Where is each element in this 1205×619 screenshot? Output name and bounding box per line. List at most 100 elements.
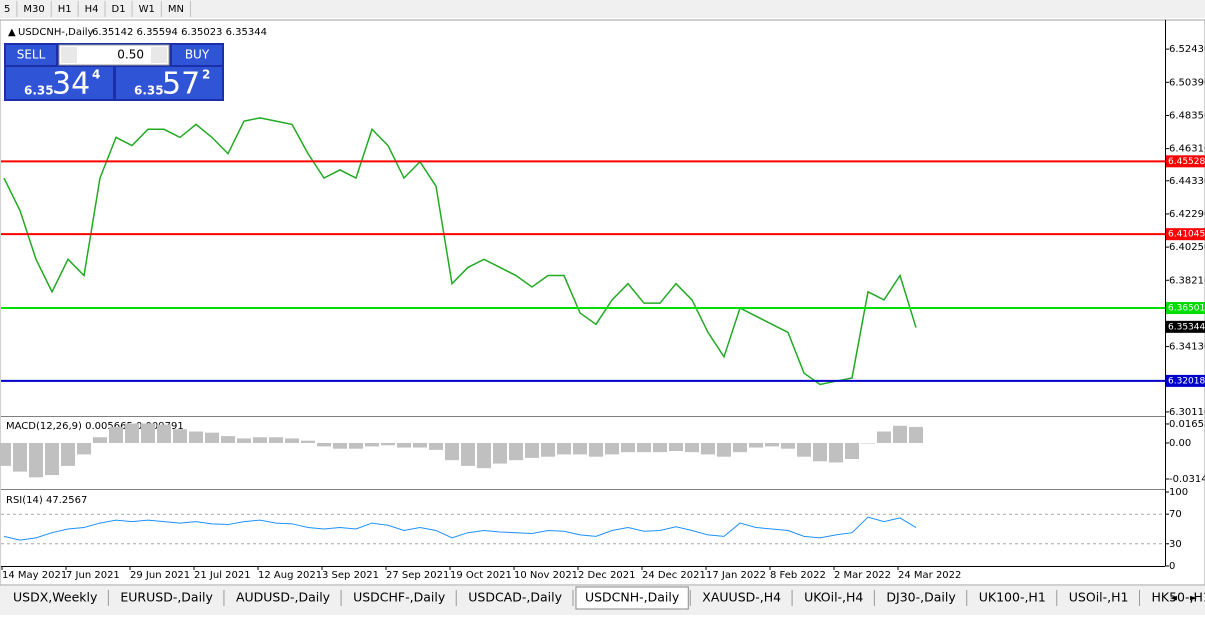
y-tick-label: 6.34130: [1169, 342, 1205, 353]
y-tick-label: 6.38210: [1169, 275, 1205, 286]
y-tick-label: 6.44330: [1169, 176, 1205, 187]
lots-down[interactable]: [61, 47, 77, 63]
macd-bar: [205, 433, 219, 443]
macd-bar: [765, 443, 779, 446]
macd-bar: [237, 438, 251, 443]
trade-panel: SELL 0.50 BUY 6.35 34 4 6.35 57 2: [4, 43, 224, 102]
y-tick-label: 30: [1169, 539, 1182, 550]
x-tick-label: 17 Jan 2022: [706, 570, 766, 581]
tab[interactable]: UKOil-,H4: [795, 587, 874, 609]
macd-bar: [749, 443, 763, 448]
macd-bar: [877, 432, 891, 443]
y-tick-label: 6.46310: [1169, 144, 1205, 155]
timeframe-button[interactable]: MN: [168, 4, 184, 15]
macd-bar: [269, 437, 283, 443]
y-tick-label: 6.50390: [1169, 77, 1205, 88]
tab[interactable]: DJ30-,Daily: [877, 587, 966, 609]
macd-bar: [829, 443, 843, 462]
tab[interactable]: XAUUSD-,H4: [693, 587, 792, 609]
tab-label: XAUUSD-,H4: [702, 590, 781, 605]
macd-bar: [477, 443, 491, 468]
tab[interactable]: EURUSD-,Daily: [111, 587, 224, 609]
macd-bar: [45, 443, 59, 475]
y-tick-label: 6.48350: [1169, 110, 1205, 121]
macd-bar: [605, 443, 619, 454]
x-tick-label: 2 Dec 2021: [578, 570, 636, 581]
tab[interactable]: UK100-,H1: [970, 587, 1057, 609]
macd-bar: [333, 443, 347, 449]
macd-bar: [701, 443, 715, 454]
timeframe-button[interactable]: H4: [85, 4, 99, 15]
macd-bar: [109, 427, 123, 443]
y-tick-label: 6.42290: [1169, 209, 1205, 220]
x-tick-label: 24 Mar 2022: [898, 570, 961, 581]
macd-bar: [29, 443, 43, 477]
macd-bar: [445, 443, 459, 460]
tab-scroll[interactable]: ◄: [1170, 594, 1177, 604]
tab-label: EURUSD-,Daily: [120, 590, 213, 605]
macd-bar: [781, 443, 795, 449]
macd-bar: [861, 443, 875, 444]
macd-bar: [733, 443, 747, 452]
macd-bar: [397, 443, 411, 448]
x-tick-label: 8 Feb 2022: [770, 570, 826, 581]
y-tick-label: 6.30110: [1169, 407, 1205, 418]
timeframe-button[interactable]: W1: [139, 4, 155, 15]
y-tick-label: 6.52430: [1169, 44, 1205, 55]
y-tick-label: 100: [1169, 487, 1188, 498]
tab[interactable]: USDCHF-,Daily: [344, 587, 456, 609]
macd-bar: [173, 429, 187, 443]
macd-bar: [557, 443, 571, 454]
macd-bar: [285, 438, 299, 443]
macd-bar: [461, 443, 475, 466]
tab-label: USOil-,H1: [1069, 590, 1129, 605]
header-symbol: USDCNH-,Daily: [18, 27, 94, 38]
macd-bar: [365, 443, 379, 446]
tab-label: USDCAD-,Daily: [468, 590, 562, 605]
x-tick-label: 29 Jun 2021: [130, 570, 190, 581]
macd-bar: [61, 443, 75, 466]
timeframe-button[interactable]: H1: [58, 4, 72, 15]
macd-bar: [253, 437, 267, 443]
current-price: 6.35344: [1168, 322, 1205, 332]
macd-bar: [637, 443, 651, 452]
x-tick-label: 19 Oct 2021: [450, 570, 512, 581]
macd-bar: [525, 443, 539, 458]
y-tick-label: 70: [1169, 509, 1182, 520]
tab[interactable]: USOil-,H1: [1060, 587, 1140, 609]
timeframe-button[interactable]: M30: [23, 4, 44, 15]
tab[interactable]: USDCNH-,Daily: [576, 587, 690, 609]
tab[interactable]: USDX,Weekly: [4, 587, 108, 609]
ask-prefix: 6.35: [134, 84, 164, 98]
macd-bar: [317, 443, 331, 446]
macd-bar: [845, 443, 859, 459]
header-arrow: ▲: [8, 27, 16, 38]
x-tick-label: 21 Jul 2021: [194, 570, 251, 581]
tab[interactable]: USDCAD-,Daily: [459, 587, 573, 609]
y-tick-label: 0.00: [1169, 438, 1191, 449]
macd-bar: [589, 443, 603, 457]
timeframe-button[interactable]: 5: [4, 4, 10, 15]
macd-bar: [493, 443, 507, 464]
tab-label: DJ30-,Daily: [886, 590, 956, 605]
macd-bar: [717, 443, 731, 457]
macd-bar: [125, 423, 139, 442]
macd-bar: [13, 443, 27, 472]
x-tick-label: 24 Dec 2021: [642, 570, 706, 581]
bid-prefix: 6.35: [24, 84, 54, 98]
tab-label: AUDUSD-,Daily: [236, 590, 331, 605]
macd-bar: [157, 425, 171, 443]
bid-big: 34: [52, 67, 90, 102]
tab-scroll[interactable]: ►: [1190, 594, 1197, 604]
x-tick-label: 14 May 2021: [2, 570, 67, 581]
timeframe-button[interactable]: D1: [112, 4, 126, 15]
x-tick-label: 27 Sep 2021: [386, 570, 449, 581]
lots-up[interactable]: [151, 47, 167, 63]
macd-bar: [413, 443, 427, 448]
x-tick-label: 2 Mar 2022: [834, 570, 891, 581]
y-tick-label: 0.016586: [1169, 419, 1205, 430]
macd-bar: [685, 443, 699, 452]
tab[interactable]: AUDUSD-,Daily: [227, 587, 341, 609]
